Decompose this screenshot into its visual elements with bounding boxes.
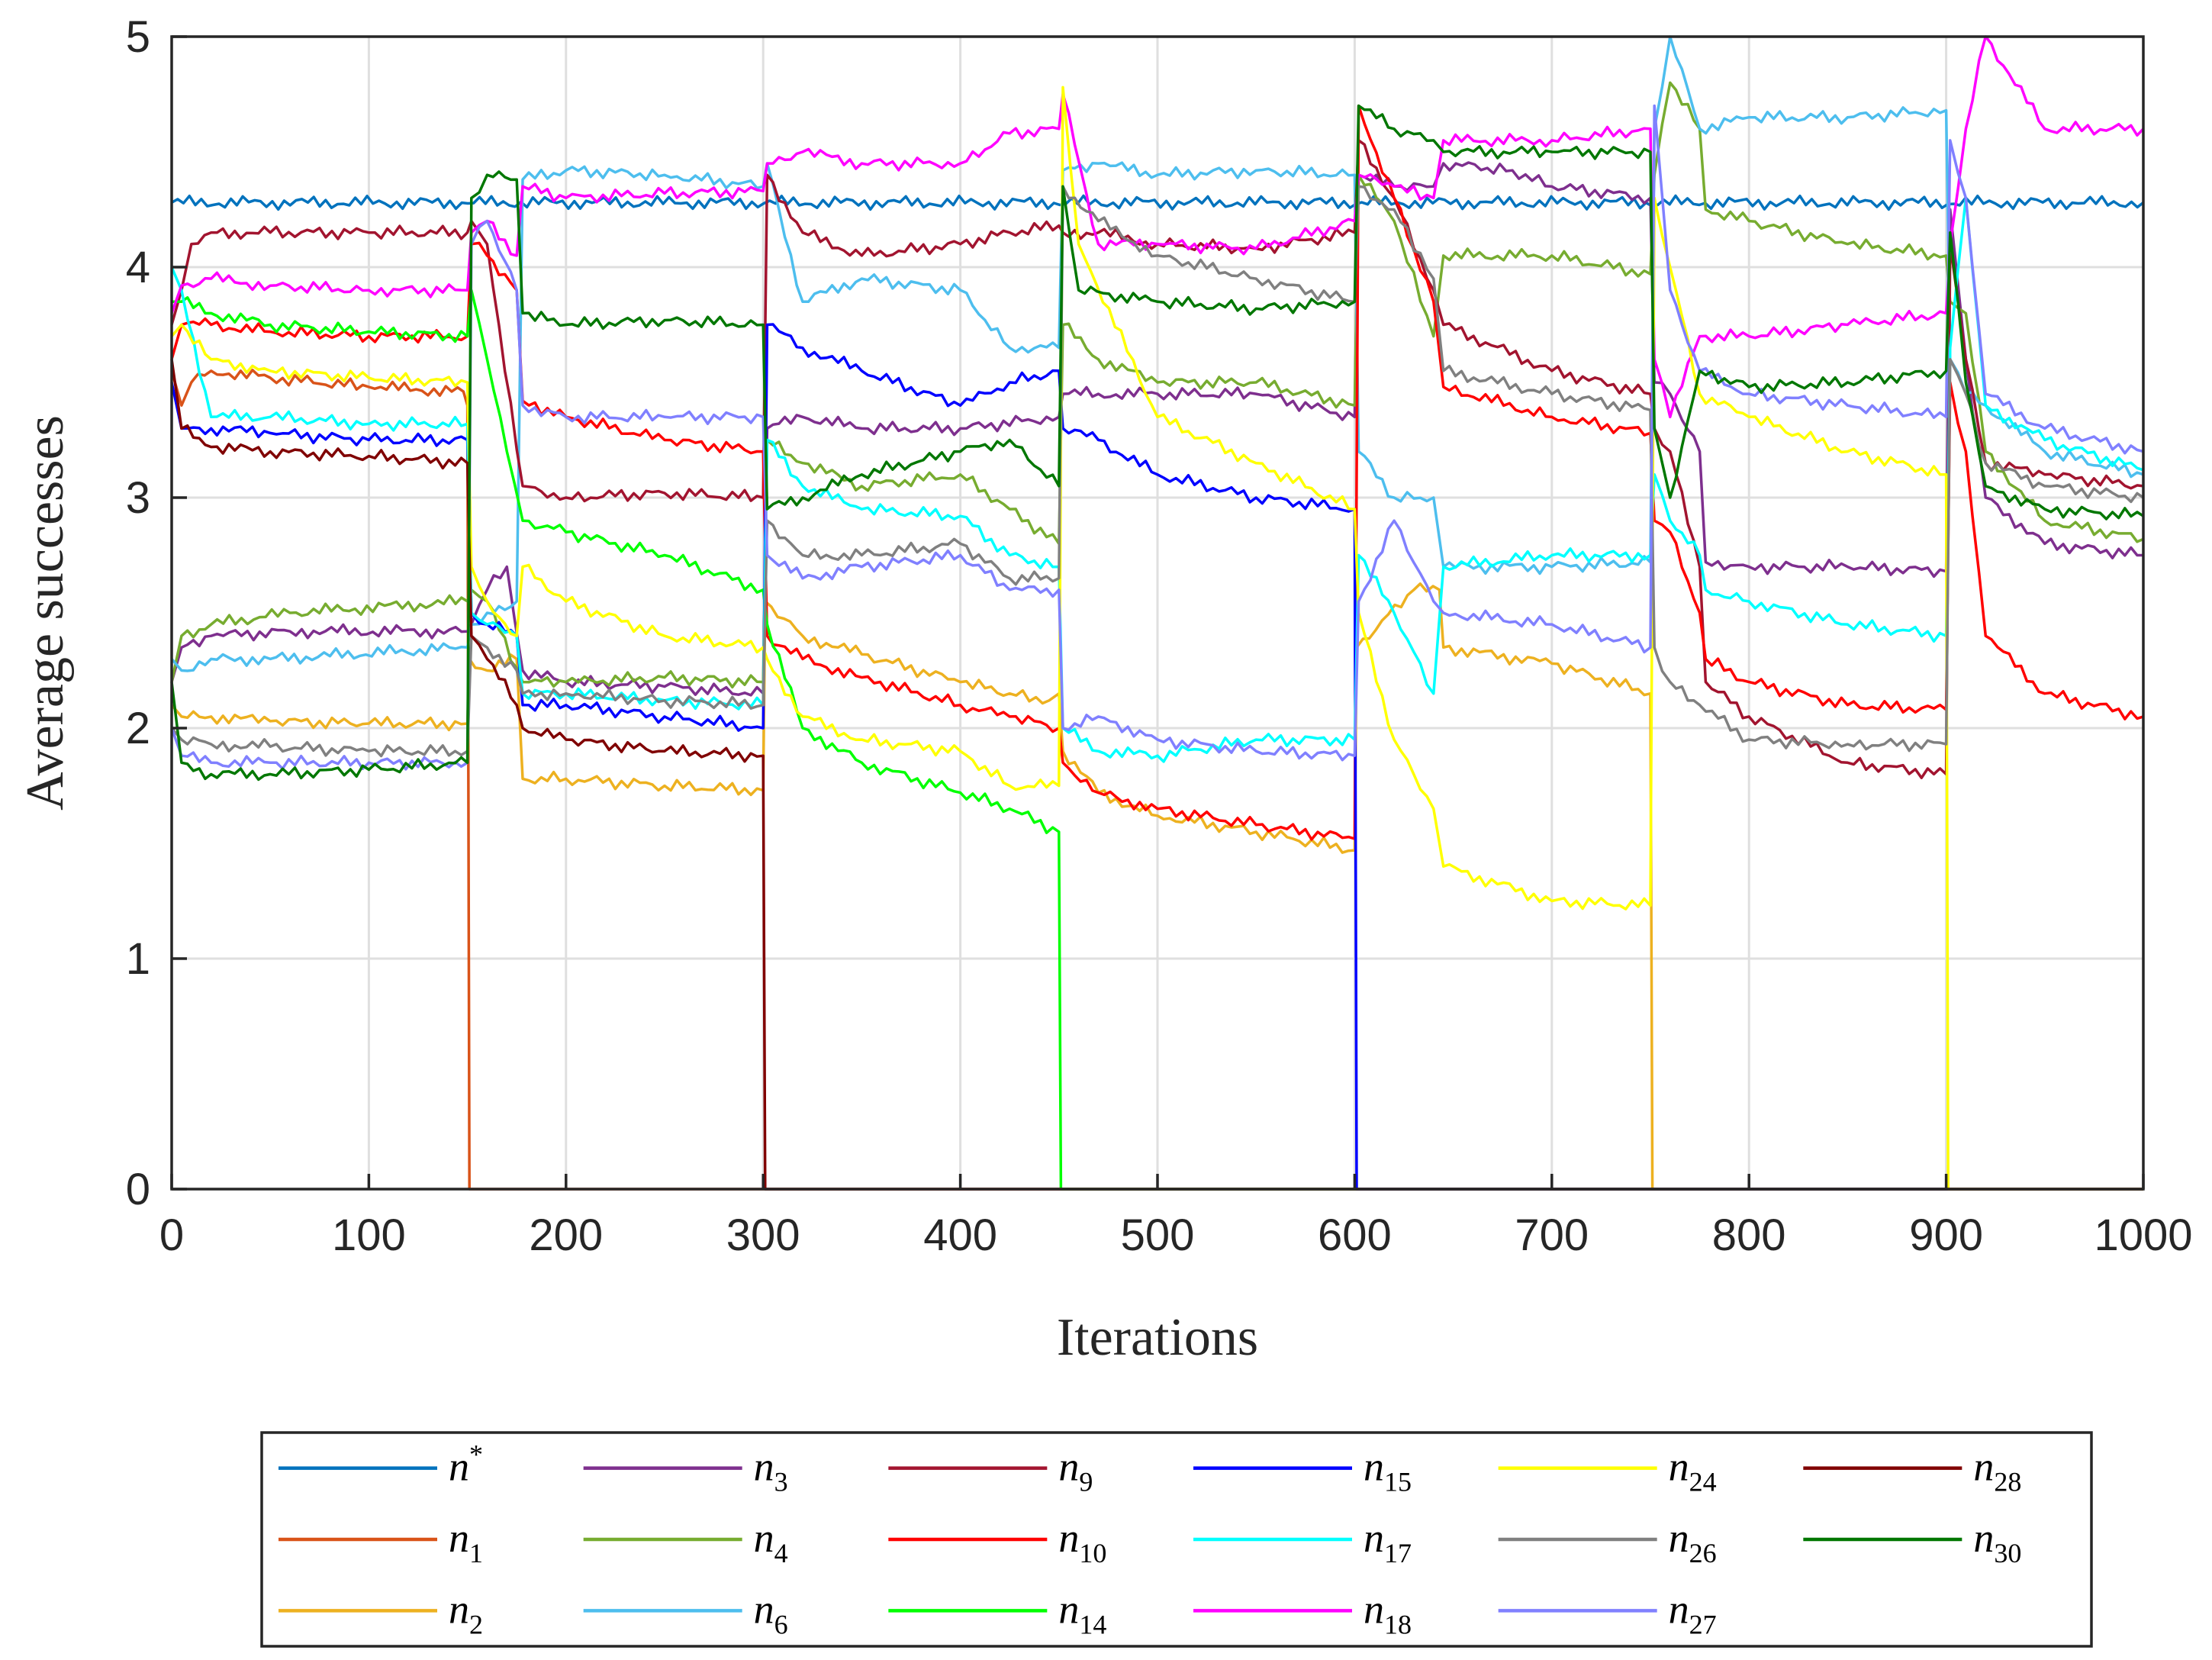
x-tick-label: 400	[923, 1210, 997, 1260]
legend-label: n*	[449, 1439, 483, 1490]
legend-label: n17	[1364, 1515, 1412, 1568]
series-line-n27	[170, 104, 2144, 771]
x-tick-label: 0	[159, 1210, 184, 1260]
x-tick-label: 600	[1318, 1210, 1392, 1260]
x-axis-label: Iterations	[1057, 1308, 1258, 1367]
legend-label: n28	[1973, 1444, 2021, 1497]
x-tick-label: 100	[332, 1210, 406, 1260]
y-tick-label: 4	[126, 243, 150, 292]
legend-label: n2	[449, 1586, 483, 1639]
legend-label: n4	[754, 1515, 788, 1568]
y-tick-label: 0	[126, 1165, 150, 1214]
axis-ticks: 0 100 200 300 400 500 600 700 800 900 1000 0 1 2 3 4 5	[126, 12, 2193, 1260]
legend-box	[260, 1431, 2093, 1648]
y-tick-label: 3	[126, 473, 150, 523]
x-tick-label: 700	[1515, 1210, 1589, 1260]
legend-label: n9	[1058, 1444, 1093, 1497]
y-axis-label: Average successes	[16, 415, 75, 811]
series-line-n18	[170, 35, 2145, 419]
series-line-n10	[170, 104, 2144, 841]
series-line-n1	[170, 369, 2143, 1191]
x-tick-label: 1000	[2094, 1210, 2192, 1260]
series-line-n6	[170, 35, 2144, 672]
legend-label: n27	[1669, 1586, 1717, 1639]
series-line-n14	[172, 288, 2143, 1191]
legend-label: n15	[1364, 1444, 1412, 1497]
legend-label: n18	[1364, 1586, 1412, 1639]
x-tick-label: 500	[1121, 1210, 1195, 1260]
legend: n* n1 n2 n3 n4 n6 n9 n10 n14 n15 n17 n18 n24 n26 n27 n2…	[260, 1431, 2093, 1648]
legend-label: n26	[1669, 1515, 1717, 1568]
x-tick-label: 800	[1712, 1210, 1786, 1260]
series-line-nstar	[171, 194, 2145, 211]
x-tick-label: 300	[726, 1210, 800, 1260]
series-line-n30	[170, 104, 2144, 782]
legend-label: n14	[1058, 1586, 1106, 1639]
legend-label: n6	[754, 1586, 788, 1639]
legend-label: n1	[449, 1515, 483, 1568]
x-tick-label: 900	[1909, 1210, 1983, 1260]
series-lines	[170, 35, 2145, 1191]
series-line-n9	[170, 139, 2144, 779]
series-line-n2	[170, 582, 2143, 1191]
y-tick-label: 2	[126, 704, 150, 753]
y-tick-label: 1	[126, 934, 150, 984]
legend-label: n10	[1058, 1515, 1106, 1568]
series-line-n3	[170, 161, 2143, 697]
series-line-n17	[170, 196, 2144, 763]
legend-label: n24	[1669, 1444, 1717, 1497]
legend-label: n30	[1973, 1515, 2021, 1568]
y-tick-label: 5	[126, 12, 150, 62]
legend-label: n3	[754, 1444, 788, 1497]
series-line-n15	[170, 323, 2143, 1191]
x-tick-label: 200	[529, 1210, 603, 1260]
series-line-n28	[170, 359, 2143, 1191]
series-line-n26	[170, 185, 2144, 758]
